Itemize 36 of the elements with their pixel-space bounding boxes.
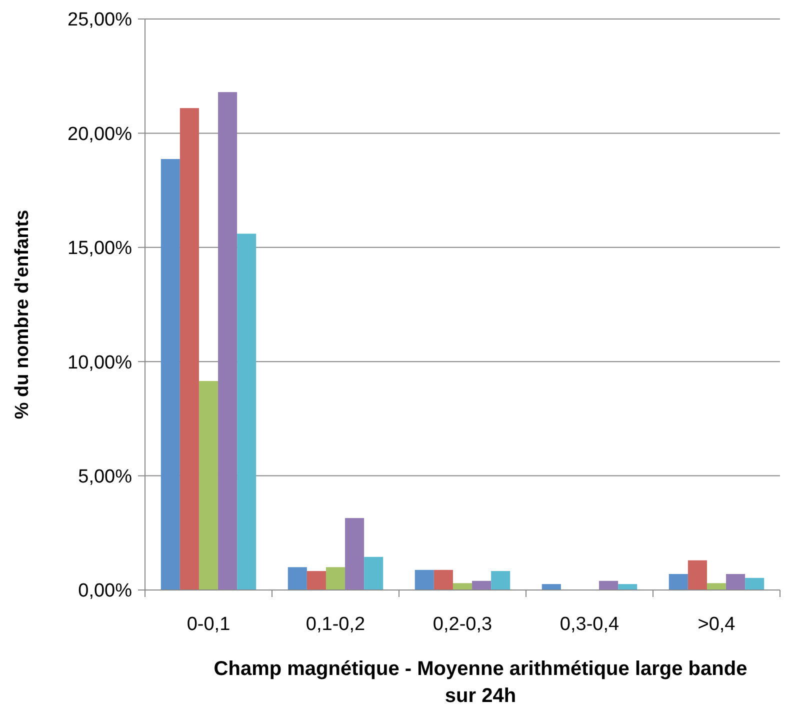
y-tick-label: 10,00% [68,352,132,374]
bar [414,570,434,590]
bar [726,574,746,590]
x-tick-label: >0,4 [698,614,736,635]
y-tick-label: 25,00% [68,10,132,31]
x-tick-label: 0-0,1 [186,614,230,635]
bar [180,108,199,590]
bar [706,583,726,590]
bar [288,567,307,590]
bar [745,578,764,590]
y-tick-label: 0,00% [78,580,132,602]
bar [542,584,561,590]
y-tick-label: 5,00% [78,466,132,488]
bar [688,560,707,590]
bar [434,570,453,590]
bar [198,381,218,590]
bar [618,584,638,590]
y-tick-label: 15,00% [68,238,132,260]
bar [668,574,688,590]
bar [160,159,180,590]
bar [345,518,364,590]
bar [472,580,492,590]
bar [599,580,618,590]
bar [326,567,346,590]
bar [452,583,472,590]
bar [237,234,256,590]
bar [306,571,326,590]
x-tick-label: 0,2-0,3 [432,614,492,635]
bar [218,92,238,590]
x-tick-label: 0,1-0,2 [306,614,366,635]
bar [491,571,510,590]
x-axis-title: Champ magnétique - Moyenne arithmétique large bande sur 24h [214,658,748,707]
x-tick-label: 0,3-0,4 [560,614,620,635]
bar [364,556,384,590]
y-axis-title: % du nombre d'enfants [12,210,33,420]
y-tick-label: 20,00% [68,124,132,145]
